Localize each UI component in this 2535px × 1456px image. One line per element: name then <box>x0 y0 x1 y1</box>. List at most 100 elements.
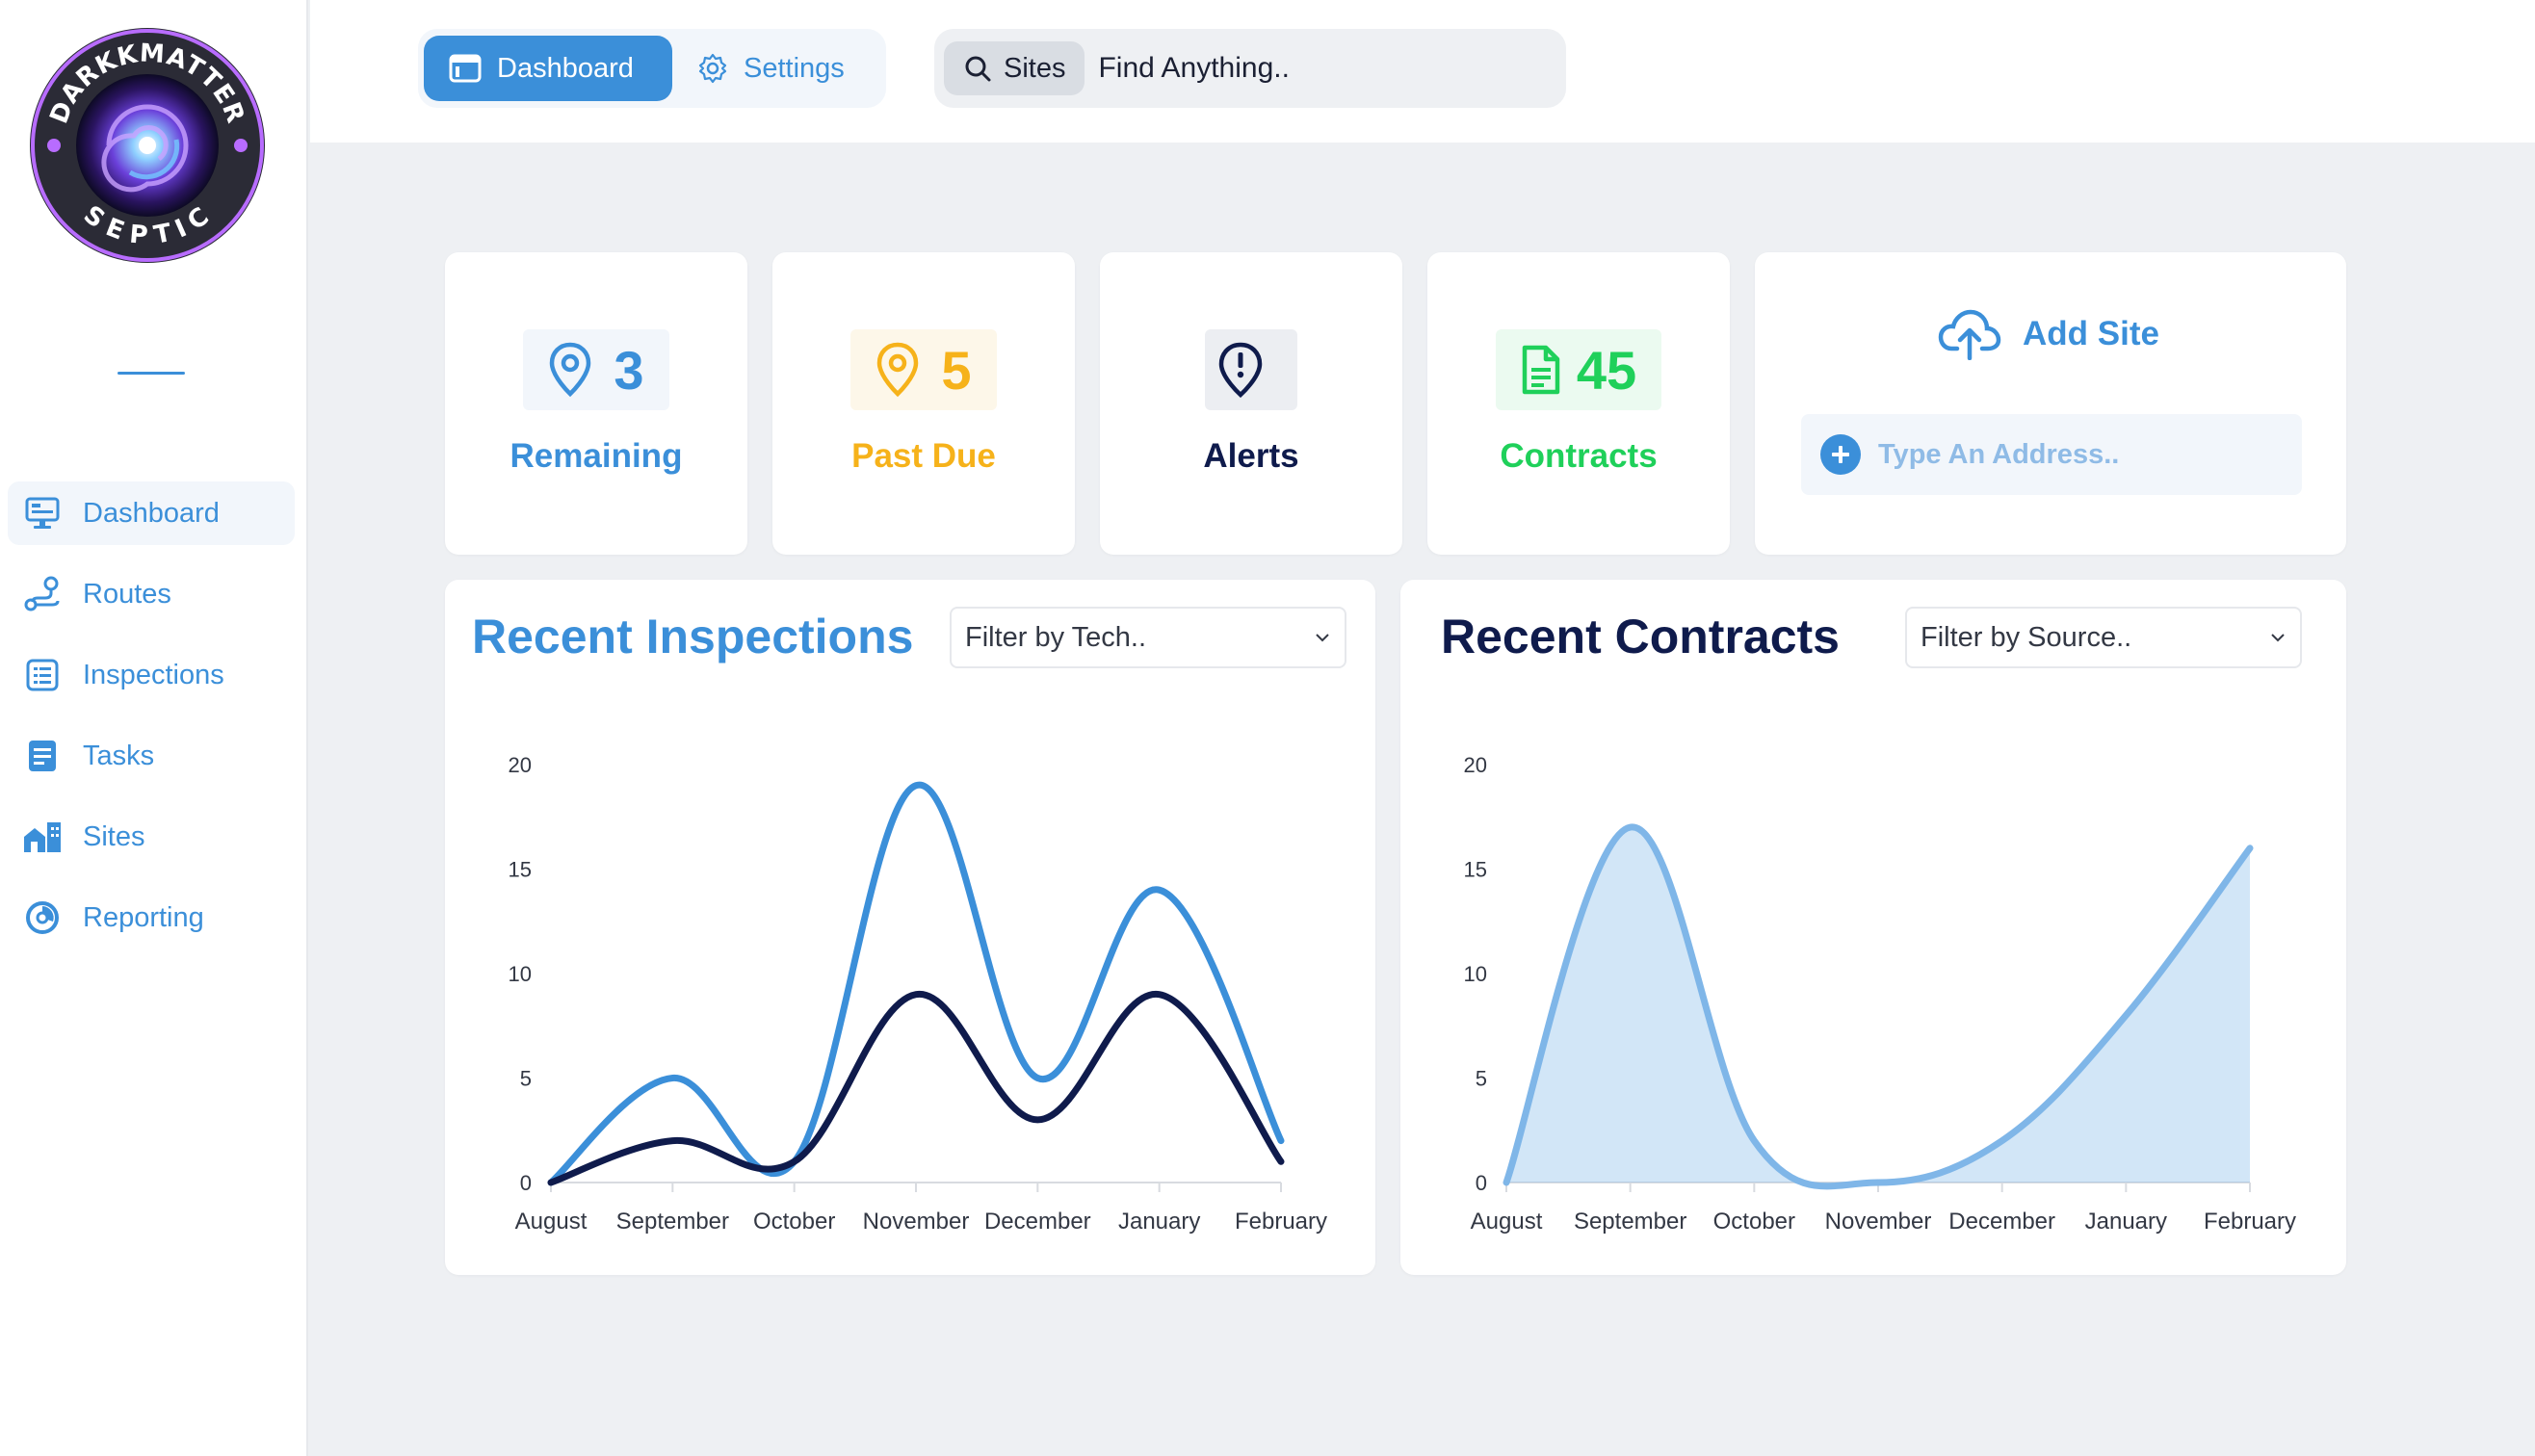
series-line-1 <box>547 991 1285 1186</box>
map-pin-icon <box>550 342 591 398</box>
sidebar-item-tasks[interactable]: Tasks <box>8 724 295 788</box>
add-site-card: Add Site <box>1755 252 2346 555</box>
y-tick-label: 0 <box>520 1171 532 1195</box>
sidebar-item-inspections[interactable]: Inspections <box>8 643 295 707</box>
add-site-label: Add Site <box>2023 315 2159 352</box>
task-icon <box>23 737 62 775</box>
search-bar: Sites <box>934 29 1566 108</box>
sidebar-item-sites[interactable]: Sites <box>8 805 295 869</box>
buildings-icon <box>23 818 62 856</box>
cloud-upload-icon <box>1938 309 2001 360</box>
stat-card-contracts[interactable]: 45 Contracts <box>1427 252 1730 555</box>
x-tick-label: October <box>753 1209 835 1235</box>
route-icon <box>23 575 62 613</box>
sidebar-item-dashboard[interactable]: Dashboard <box>8 481 295 545</box>
inspections-line-chart: 0 5 10 15 20 August September October November De… <box>509 753 1328 1235</box>
x-tick-label: December <box>984 1209 1091 1235</box>
chevron-down-icon <box>2271 634 2285 642</box>
recent-inspections-card: Recent Inspections Filter by Tech.. 0 5 10… <box>445 580 1375 1275</box>
stat-value: 3 <box>614 339 644 401</box>
sidebar-item-routes[interactable]: Routes <box>8 562 295 626</box>
search-scope-button[interactable]: Sites <box>944 41 1085 95</box>
x-tick-label: January <box>1118 1209 1200 1235</box>
stat-card-past-due[interactable]: 5 Past Due <box>772 252 1075 555</box>
stat-label: Contracts <box>1500 437 1658 475</box>
darkkmatter-septic-logo: DARKKMATTER SEPTIC <box>30 28 265 263</box>
stat-label: Alerts <box>1203 437 1299 475</box>
recent-contracts-card: Recent Contracts Filter by Source.. 0 5 10… <box>1400 580 2346 1275</box>
stat-badge <box>1205 329 1297 410</box>
stat-badge: 3 <box>523 329 669 410</box>
tab-label: Dashboard <box>497 52 634 84</box>
sidebar: DARKKMATTER SEPTIC Dashboard Routes Insp… <box>0 0 308 1456</box>
y-tick-label: 5 <box>1476 1067 1487 1091</box>
x-tick-label: September <box>616 1209 729 1235</box>
x-tick-label: November <box>1825 1209 1932 1235</box>
sidebar-item-label: Sites <box>83 820 145 852</box>
y-tick-label: 15 <box>1464 858 1487 882</box>
x-tick-label: October <box>1713 1209 1795 1235</box>
x-tick-label: February <box>1235 1209 1327 1235</box>
gear-icon <box>697 53 728 84</box>
address-input[interactable] <box>1878 438 2283 471</box>
filter-by-source-select[interactable]: Filter by Source.. <box>1905 607 2302 668</box>
x-tick-label: December <box>1948 1209 2055 1235</box>
stat-badge: 5 <box>850 329 997 410</box>
y-tick-label: 15 <box>509 858 532 882</box>
x-tick-label: February <box>2204 1209 2296 1235</box>
y-tick-label: 10 <box>1464 962 1487 986</box>
contracts-area-chart: 0 5 10 15 20 August September October November De… <box>1464 753 2297 1235</box>
x-tick-label: November <box>863 1209 970 1235</box>
address-field <box>1801 414 2302 495</box>
stat-value: 5 <box>941 339 972 401</box>
sidebar-divider <box>118 372 185 375</box>
x-tick-label: September <box>1574 1209 1686 1235</box>
alert-pin-icon <box>1218 342 1263 398</box>
stat-label: Past Due <box>851 437 996 475</box>
x-tick-label: August <box>1471 1209 1543 1235</box>
tab-label: Settings <box>744 52 845 84</box>
reporting-icon <box>23 898 62 937</box>
sidebar-nav: Dashboard Routes Inspections Tasks Sites <box>8 481 295 967</box>
series-line-0 <box>1503 823 2254 1190</box>
sidebar-item-label: Inspections <box>83 659 224 690</box>
chart-title: Recent Inspections <box>472 610 914 663</box>
add-site-button[interactable]: Add Site <box>1938 308 2159 360</box>
browser-icon <box>449 54 482 83</box>
sidebar-item-label: Reporting <box>83 901 204 933</box>
filter-label: Filter by Source.. <box>1921 621 2132 653</box>
stat-value: 45 <box>1576 339 1637 401</box>
series-area-fill <box>1506 826 2250 1186</box>
list-icon <box>23 656 62 694</box>
x-tick-label: August <box>515 1209 588 1235</box>
top-header: Dashboard Settings Sites <box>310 0 2535 143</box>
document-icon <box>1522 345 1560 395</box>
header-tabs: Dashboard Settings <box>418 29 886 108</box>
stat-label: Remaining <box>510 437 683 475</box>
sidebar-item-label: Dashboard <box>83 497 220 529</box>
stat-card-remaining[interactable]: 3 Remaining <box>445 252 747 555</box>
y-tick-label: 20 <box>509 753 532 777</box>
plus-icon[interactable] <box>1820 434 1861 475</box>
sidebar-item-label: Routes <box>83 578 171 610</box>
filter-label: Filter by Tech.. <box>965 621 1147 653</box>
chevron-down-icon <box>1316 634 1329 642</box>
series-line-0 <box>547 782 1285 1186</box>
monitor-icon <box>23 494 62 533</box>
chart-title: Recent Contracts <box>1441 610 1840 663</box>
filter-by-tech-select[interactable]: Filter by Tech.. <box>950 607 1346 668</box>
y-tick-label: 20 <box>1464 753 1487 777</box>
sidebar-item-reporting[interactable]: Reporting <box>8 886 295 949</box>
search-icon <box>963 54 992 83</box>
x-tick-label: January <box>2085 1209 2167 1235</box>
search-scope-label: Sites <box>1004 52 1066 84</box>
y-tick-label: 10 <box>509 962 532 986</box>
map-pin-icon <box>877 342 919 398</box>
stat-card-alerts[interactable]: Alerts <box>1100 252 1402 555</box>
y-tick-label: 5 <box>520 1067 532 1091</box>
tab-settings[interactable]: Settings <box>672 36 870 101</box>
search-input[interactable] <box>1098 52 1523 85</box>
y-tick-label: 0 <box>1476 1171 1487 1195</box>
tab-dashboard[interactable]: Dashboard <box>424 36 672 101</box>
sidebar-item-label: Tasks <box>83 740 155 771</box>
